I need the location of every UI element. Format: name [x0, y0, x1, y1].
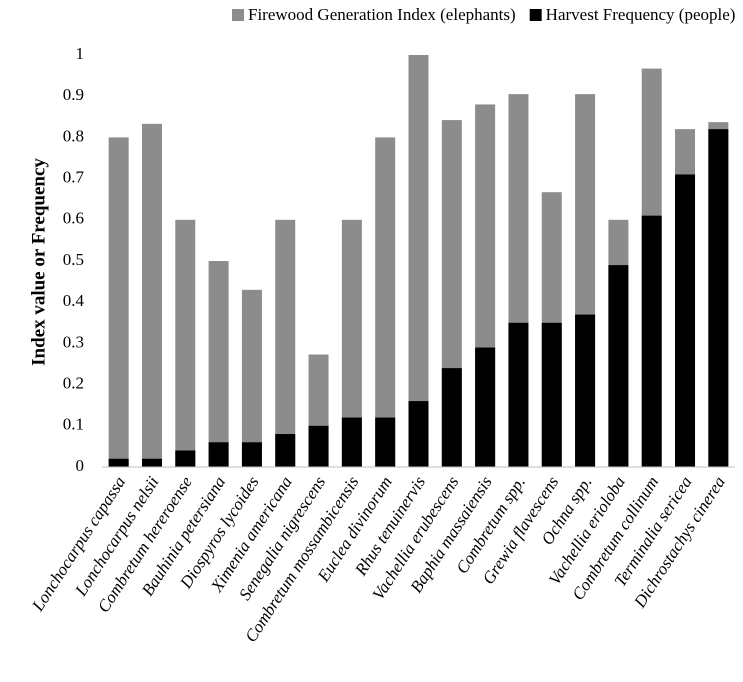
- y-tick-label: 0.9: [63, 85, 84, 104]
- bar: [108, 458, 129, 467]
- bar: [275, 434, 296, 467]
- bar: [341, 219, 362, 467]
- legend-swatch: [529, 9, 542, 21]
- bar: [208, 442, 229, 467]
- bar: [575, 314, 596, 467]
- bar: [641, 215, 662, 467]
- y-tick-label: 0.2: [63, 374, 84, 393]
- bar: [508, 322, 529, 467]
- y-tick-label: 0.1: [63, 415, 84, 434]
- y-tick-label: 0.8: [63, 126, 84, 145]
- bar: [175, 219, 196, 467]
- bar: [175, 450, 196, 467]
- y-axis-title: Index value or Frequency: [28, 158, 49, 366]
- bar: [308, 425, 329, 467]
- y-tick-label: 0.3: [63, 332, 84, 351]
- bar: [475, 347, 496, 467]
- bar: [675, 174, 696, 468]
- bar: [341, 417, 362, 467]
- bar: [241, 289, 262, 467]
- legend-label: Firewood Generation Index (elephants): [248, 5, 516, 24]
- bar: [141, 123, 162, 467]
- bar: [208, 261, 229, 467]
- bar: [241, 442, 262, 467]
- bar: [541, 322, 562, 467]
- bar: [441, 368, 462, 467]
- bar: [408, 401, 429, 467]
- bar: [375, 417, 396, 467]
- y-tick-label: 0.4: [63, 291, 85, 310]
- bar: [275, 219, 296, 467]
- y-tick-label: 1: [76, 44, 85, 63]
- y-tick-label: 0.7: [63, 168, 85, 187]
- y-tick-label: 0.6: [63, 209, 84, 228]
- legend-label: Harvest Frequency (people): [546, 5, 736, 24]
- y-tick-label: 0: [76, 456, 85, 475]
- y-tick-label: 0.5: [63, 250, 84, 269]
- bar: [108, 137, 129, 467]
- bar: [141, 458, 162, 467]
- bar: [708, 129, 729, 467]
- bar: [408, 55, 429, 467]
- bar: [608, 265, 629, 467]
- legend-swatch: [232, 9, 244, 21]
- bar: [375, 137, 396, 467]
